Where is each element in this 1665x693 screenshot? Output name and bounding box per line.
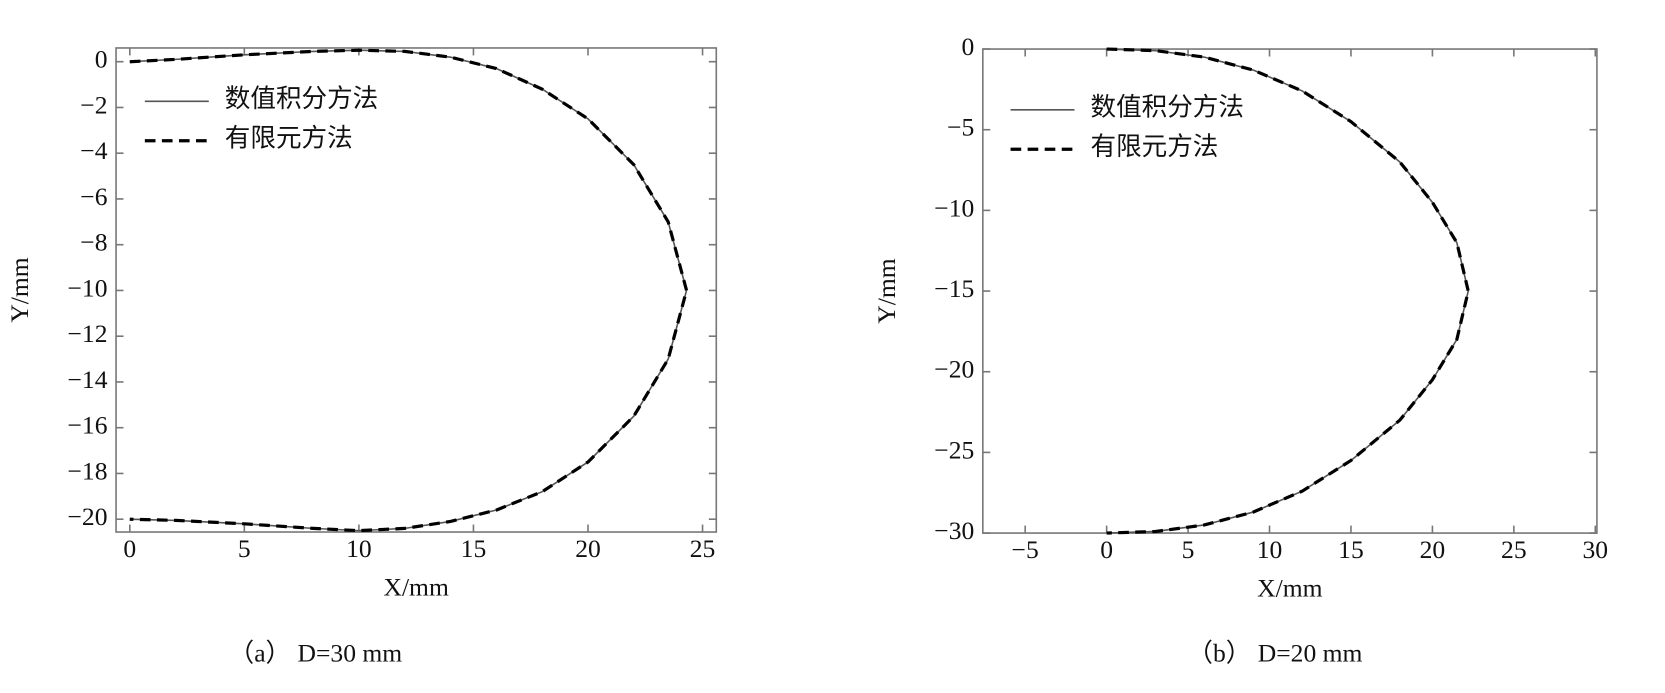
legend-label: 有限元方法 xyxy=(1091,132,1219,161)
x-tick-label: 0 xyxy=(1100,535,1113,564)
y-tick-label: −2 xyxy=(80,90,107,119)
plot-frame xyxy=(115,47,718,533)
x-tick-label: 30 xyxy=(1583,535,1609,564)
y-tick-label: −20 xyxy=(934,355,974,384)
y-tick-label: −6 xyxy=(80,182,107,211)
y-tick-label: −10 xyxy=(934,193,974,222)
y-tick-label: −10 xyxy=(67,273,107,302)
x-tick-label: 5 xyxy=(238,534,251,563)
x-tick-label: 25 xyxy=(1501,535,1527,564)
y-tick-label: 0 xyxy=(962,32,975,61)
x-tick-label: 15 xyxy=(461,534,487,563)
x-tick-label: 0 xyxy=(123,534,136,563)
y-tick-label: −30 xyxy=(934,516,974,545)
caption: （b） D=20 mm xyxy=(1187,639,1362,668)
y-tick-label: −25 xyxy=(934,435,974,464)
x-tick-label: 20 xyxy=(1420,535,1446,564)
series-line xyxy=(129,48,689,533)
y-tick-label: −4 xyxy=(80,136,107,165)
x-tick-label: 25 xyxy=(690,534,716,563)
x-tick-label: 10 xyxy=(346,534,372,563)
series-line xyxy=(1106,47,1470,535)
x-tick-label: 20 xyxy=(575,534,601,563)
x-axis-label: X/mm xyxy=(383,572,448,601)
y-tick-label: −12 xyxy=(67,319,107,348)
y-tick-label: −20 xyxy=(67,502,107,531)
legend-label: 有限元方法 xyxy=(225,124,353,153)
x-tick-label: 5 xyxy=(1182,535,1195,564)
y-tick-label: 0 xyxy=(95,45,108,74)
x-tick-label: 15 xyxy=(1338,535,1364,564)
y-axis-label: Y/mm xyxy=(872,258,901,323)
y-tick-label: −5 xyxy=(947,113,974,142)
plot-frame xyxy=(982,48,1598,534)
y-tick-label: −14 xyxy=(67,365,107,394)
legend-label: 数值积分方法 xyxy=(1091,93,1244,122)
y-tick-label: −15 xyxy=(934,274,974,303)
series-line xyxy=(129,49,688,532)
y-tick-label: −8 xyxy=(80,228,107,257)
caption: （a） D=30 mm xyxy=(229,639,403,668)
legend-label: 数值积分方法 xyxy=(225,84,378,113)
y-axis-label: Y/mm xyxy=(5,257,34,322)
x-axis-label: X/mm xyxy=(1257,574,1322,603)
y-tick-label: −18 xyxy=(67,456,107,485)
y-tick-label: −16 xyxy=(67,411,107,440)
x-tick-label: 10 xyxy=(1257,535,1283,564)
x-tick-label: −5 xyxy=(1012,535,1039,564)
